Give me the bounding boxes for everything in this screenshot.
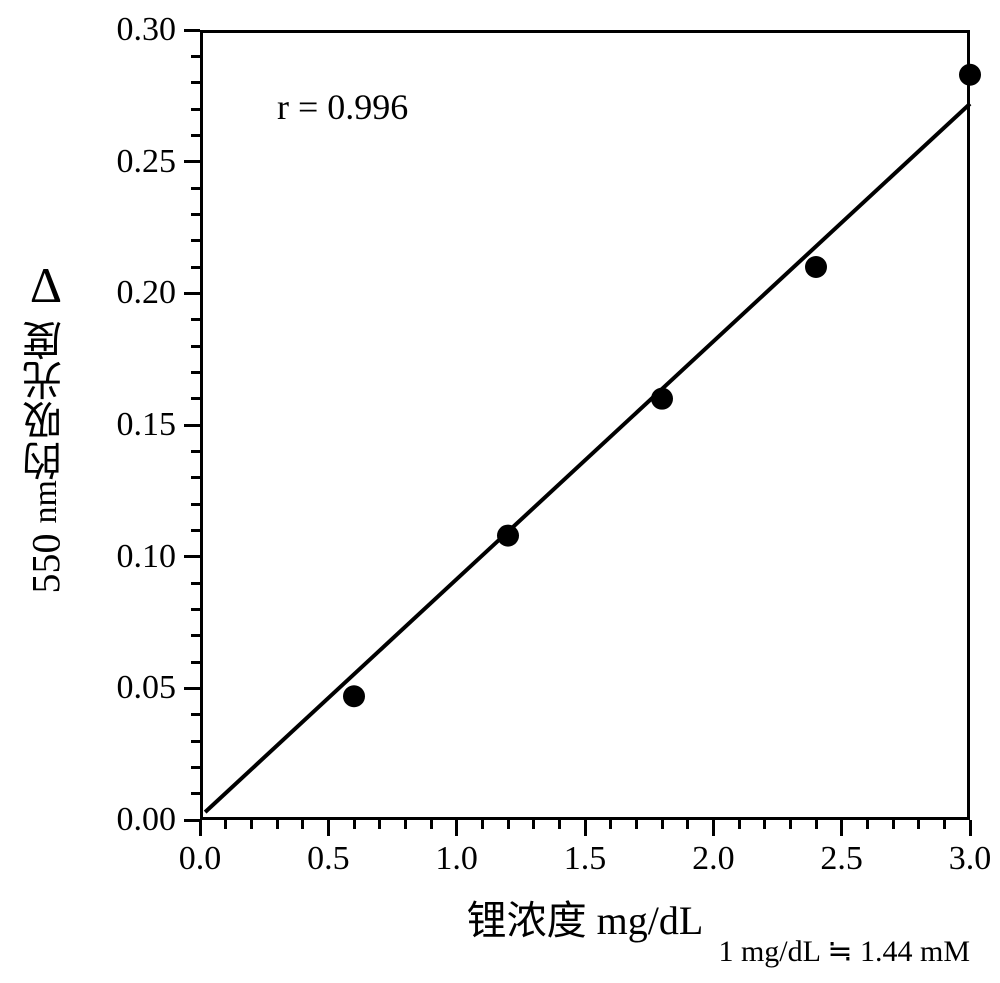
chart-container: Δ 550 nm 的吸光度 锂浓度 mg/dL 1 mg/dL ≒ 1.44 m… (0, 0, 1000, 983)
data-point (805, 256, 827, 278)
points-layer (0, 0, 1000, 983)
data-point (343, 685, 365, 707)
data-point (497, 525, 519, 547)
data-point (959, 64, 981, 86)
data-point (651, 388, 673, 410)
